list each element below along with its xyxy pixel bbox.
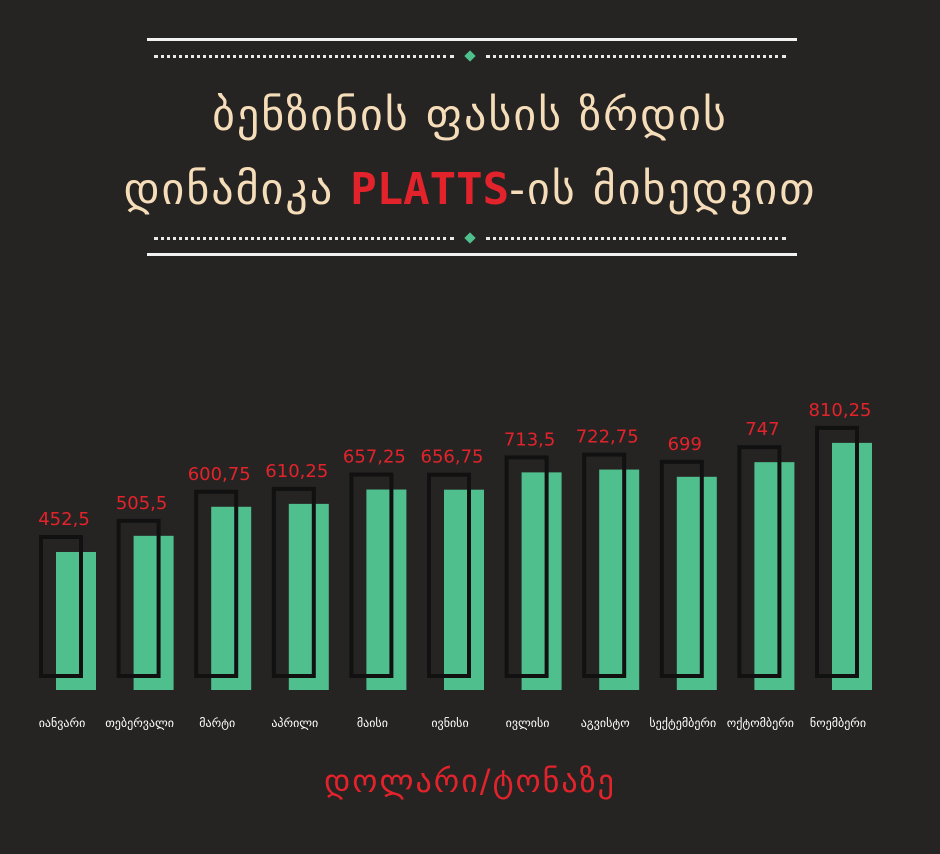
category-label-6: ივნისი	[431, 716, 468, 730]
bar-9	[676, 476, 717, 690]
bar-1	[56, 551, 96, 690]
bar-7	[521, 472, 562, 690]
value-label-8: 722,75	[576, 427, 639, 448]
top-rule-upper	[147, 38, 797, 41]
bar-outline-1	[39, 534, 83, 678]
title-text-2-suffix: -ის მიხედვით	[509, 164, 817, 215]
chart-title-line-2: დინამიკა PLATTS-ის მიხედვით	[0, 164, 940, 215]
value-label-11: 810,25	[809, 400, 872, 421]
value-label-5: 657,25	[343, 447, 406, 468]
category-label-4: აპრილი	[271, 716, 318, 730]
top-dotted-right	[486, 55, 786, 58]
value-label-10: 747	[745, 419, 779, 440]
bar-outline-11	[815, 425, 859, 678]
bottom-dotted-right	[486, 237, 786, 240]
category-label-7: ივლისი	[506, 716, 550, 730]
value-label-7: 713,5	[504, 429, 556, 450]
bar-4	[288, 503, 329, 690]
unit-label: დოლარი/ტონაზე	[324, 762, 616, 800]
category-label-11: ნოემბერი	[810, 716, 866, 730]
category-label-10: ოქტომბერი	[727, 716, 794, 730]
bar-outline-3	[194, 489, 239, 678]
bar-11	[832, 442, 872, 690]
bar-3	[211, 506, 252, 690]
bottom-dotted-left	[154, 237, 454, 240]
title-text-2-prefix: დინამიკა	[123, 164, 351, 215]
bar-outline-4	[271, 486, 316, 678]
top-rule-lower	[147, 253, 797, 256]
bar-outline-7	[504, 455, 549, 678]
top-dotted-left	[154, 55, 454, 58]
category-label-8: აგვისტო	[581, 716, 630, 730]
bar-outline-5	[349, 472, 394, 678]
bar-outline-10	[737, 445, 782, 679]
value-label-9: 699	[668, 434, 702, 455]
value-label-3: 600,75	[188, 464, 251, 485]
bar-chart: 452,5 იანვარი 505,5 თებერვალი 600,75 მარტი 610…	[38, 400, 872, 730]
value-label-1: 452,5	[38, 509, 90, 530]
category-label-3: მარტი	[199, 716, 235, 730]
bar-8	[599, 469, 640, 690]
category-label-2: თებერვალი	[105, 716, 174, 730]
value-label-4: 610,25	[265, 461, 328, 482]
title-text-1: ბენზინის ფასის ზრდის	[212, 90, 728, 141]
bar-6	[444, 489, 484, 690]
category-label-9: სექტემბერი	[649, 716, 716, 730]
bar-outline-2	[116, 518, 161, 679]
bar-outline-9	[659, 459, 704, 678]
chart-title-line-1: ბენზინის ფასის ზრდის	[0, 90, 940, 141]
value-label-2: 505,5	[116, 493, 168, 514]
bar-2	[133, 535, 174, 690]
category-label-5: მაისი	[357, 716, 388, 730]
bar-outline-8	[582, 452, 627, 678]
category-label-1: იანვარი	[39, 716, 86, 730]
value-label-6: 656,75	[421, 447, 484, 468]
title-highlight-platts: PLATTS	[350, 164, 510, 215]
bar-10	[754, 462, 795, 690]
bar-outline-6	[427, 472, 471, 678]
bar-5	[366, 489, 407, 690]
